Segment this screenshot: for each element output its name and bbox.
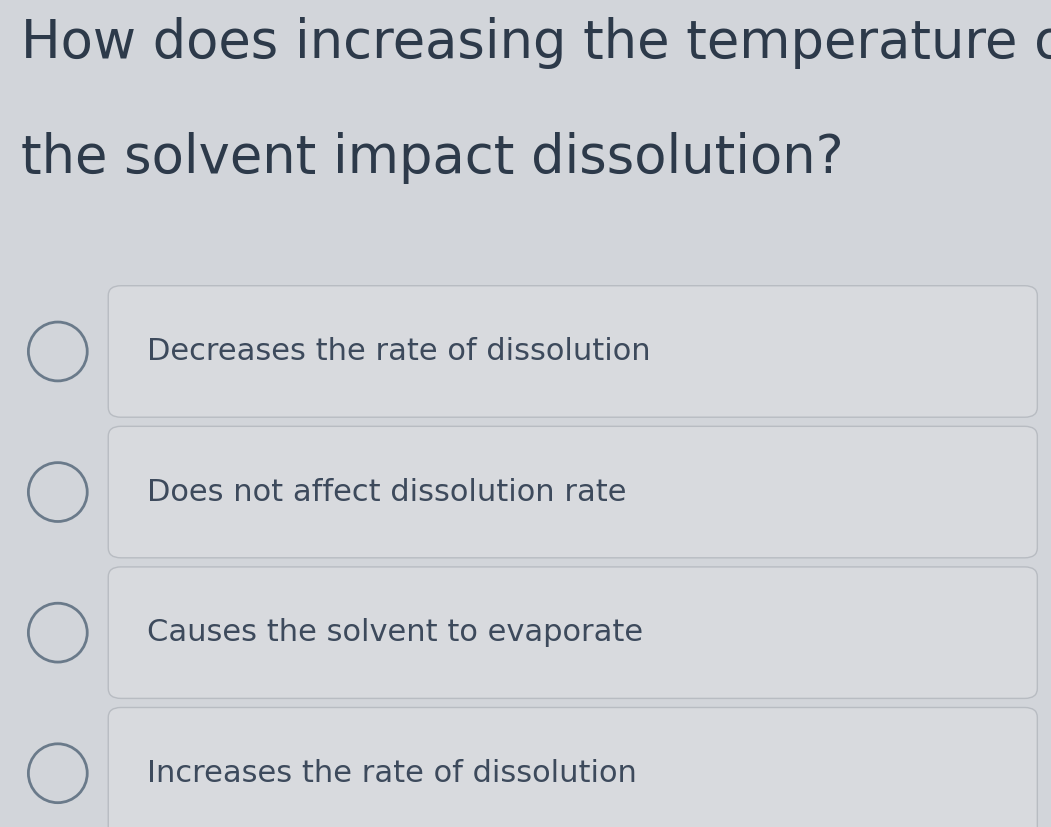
FancyBboxPatch shape xyxy=(108,567,1037,698)
Text: Decreases the rate of dissolution: Decreases the rate of dissolution xyxy=(147,337,651,366)
Text: the solvent impact dissolution?: the solvent impact dissolution? xyxy=(21,132,844,184)
Text: Causes the solvent to evaporate: Causes the solvent to evaporate xyxy=(147,618,643,648)
Text: Does not affect dissolution rate: Does not affect dissolution rate xyxy=(147,477,626,507)
FancyBboxPatch shape xyxy=(108,427,1037,557)
Text: How does increasing the temperature of: How does increasing the temperature of xyxy=(21,17,1051,69)
FancyBboxPatch shape xyxy=(108,708,1037,827)
FancyBboxPatch shape xyxy=(108,286,1037,418)
Text: Increases the rate of dissolution: Increases the rate of dissolution xyxy=(147,758,637,788)
